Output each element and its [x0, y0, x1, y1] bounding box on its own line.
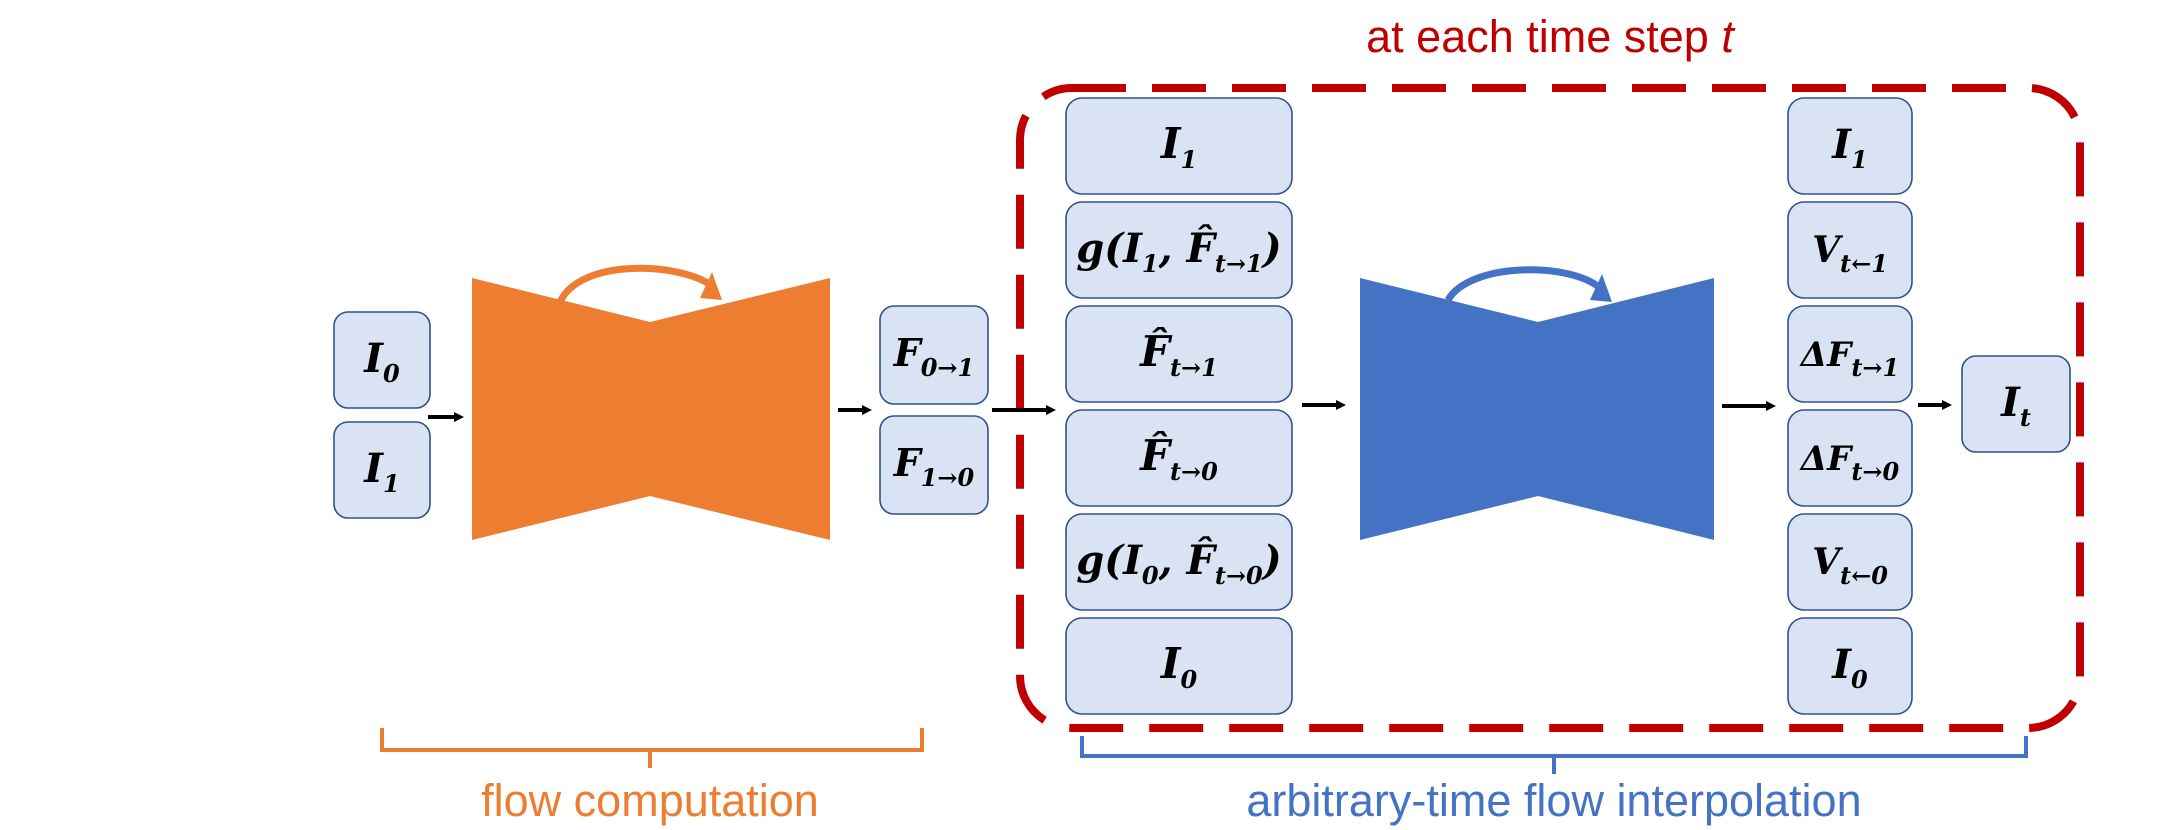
interpolation-bracket [1080, 736, 2028, 774]
flow-F10: F1→0 [879, 415, 989, 515]
input-I1: I1 [333, 421, 431, 519]
stage-input-I1: I1 [1065, 97, 1293, 195]
flow-computation-bracket [380, 728, 924, 768]
flow-computation-caption: flow computation [481, 775, 819, 826]
stage-input-g-I1-Ft1: g(I1, F̂t→1) [1065, 201, 1293, 299]
region-title: at each time step t [1366, 11, 1736, 62]
stage-input-Ft1-hat: F̂t→1 [1065, 305, 1293, 403]
svg-text:g(I1, F̂t→1): g(I1, F̂t→1) [1076, 225, 1281, 278]
flow-F01: F0→1 [879, 305, 989, 405]
stage-output-I0: I0 [1787, 617, 1913, 715]
svg-text:ΔFt→0: ΔFt→0 [1799, 439, 1900, 486]
stage-input-I0: I0 [1065, 617, 1293, 715]
flow-computation-network [472, 264, 830, 540]
stage-input-g-I0-Ft0: g(I0, F̂t→0) [1065, 513, 1293, 611]
flow-interpolation-network [1360, 266, 1714, 540]
stage-output-Vt0: Vt←0 [1787, 513, 1913, 611]
stage-output-dFt0: ΔFt→0 [1787, 409, 1913, 507]
stage-output-Vt1: Vt←1 [1787, 201, 1913, 299]
stage-output-I1: I1 [1787, 97, 1913, 195]
svg-text:I1: I1 [1160, 119, 1197, 174]
stage-output-dFt1: ΔFt→1 [1787, 305, 1913, 403]
svg-text:ΔFt→1: ΔFt→1 [1799, 335, 1899, 382]
interpolation-caption: arbitrary-time flow interpolation [1246, 775, 1861, 826]
output-It: It [1961, 355, 2071, 453]
input-I0: I0 [333, 311, 431, 409]
stage-input-Ft0-hat: F̂t→0 [1065, 409, 1293, 507]
